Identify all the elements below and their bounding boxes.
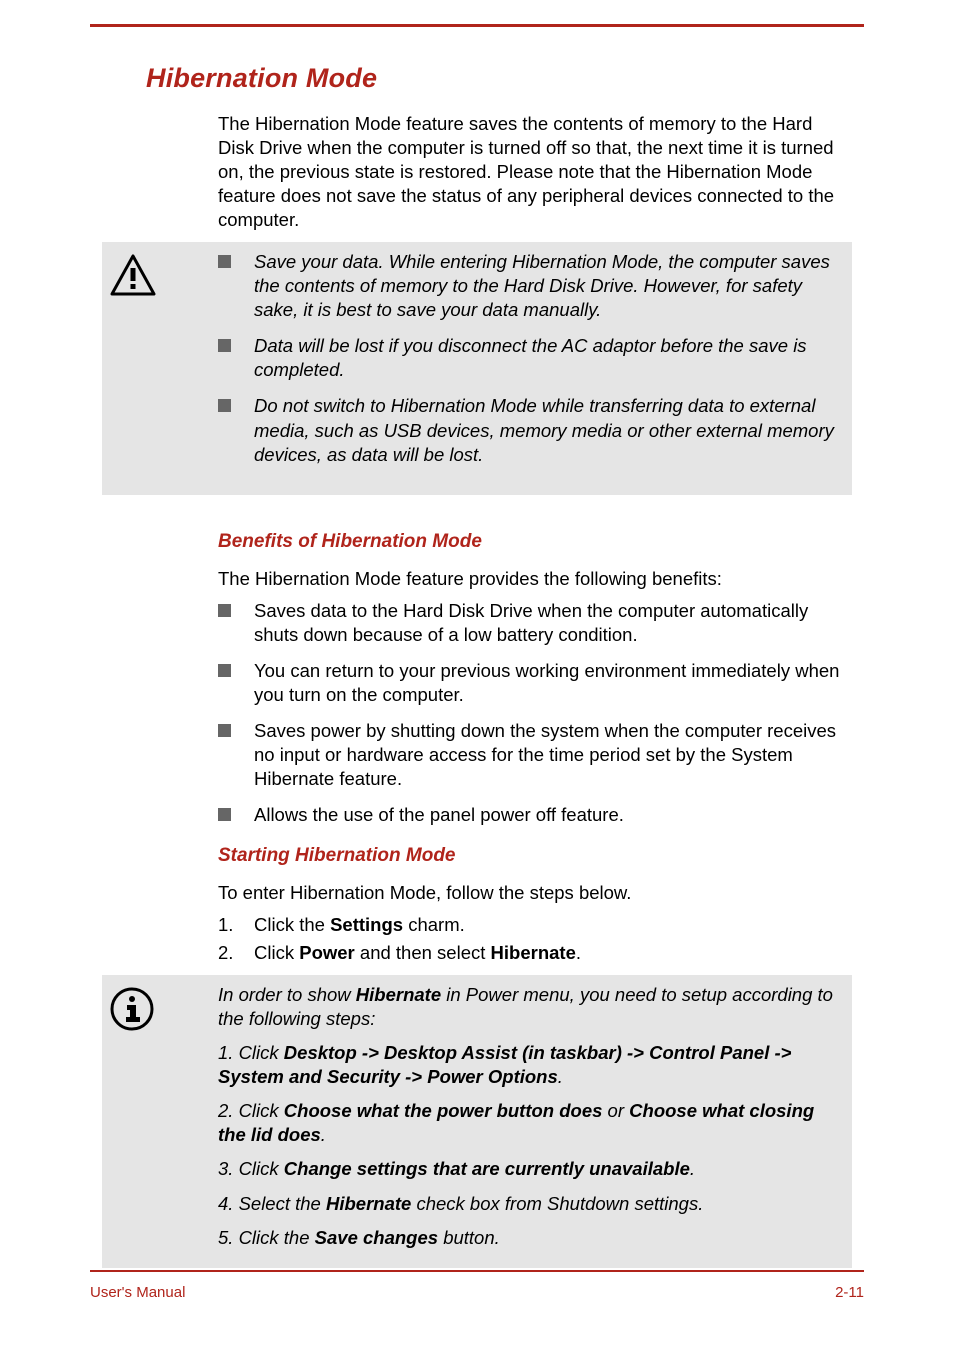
step-text-bold: Settings [330, 914, 403, 935]
s2-pre: 2. Click [218, 1100, 284, 1121]
benefits-list: Saves data to the Hard Disk Drive when t… [218, 599, 852, 827]
warning-callout: Save your data. While entering Hibernati… [102, 242, 852, 494]
benefits-intro: The Hibernation Mode feature provides th… [218, 567, 852, 591]
step-text-post: charm. [403, 914, 465, 935]
step-text-post: . [576, 942, 581, 963]
list-item: Allows the use of the panel power off fe… [218, 803, 852, 827]
step-text-bold: Power [299, 942, 355, 963]
page-title: Hibernation Mode [146, 63, 852, 94]
info-body: In order to show Hibernate in Power menu… [218, 983, 836, 1251]
page-content: Hibernation Mode The Hibernation Mode fe… [0, 27, 954, 1268]
info-step-2: 2. Click Choose what the power button do… [218, 1099, 836, 1147]
s2-mid: or [602, 1100, 629, 1121]
info-lead: In order to show Hibernate in Power menu… [218, 983, 836, 1031]
s3-bold: Change settings that are currently unava… [284, 1158, 690, 1179]
list-item: You can return to your previous working … [218, 659, 852, 707]
s1-post: . [558, 1066, 563, 1087]
s4-post: check box from Shutdown settings. [411, 1193, 703, 1214]
step-num: 2. [218, 941, 233, 965]
s2-bold1: Choose what the power button does [284, 1100, 603, 1121]
step-1: 1. Click the Settings charm. [218, 913, 852, 937]
s4-bold: Hibernate [326, 1193, 411, 1214]
step-text-pre: Click [254, 942, 299, 963]
starting-title: Starting Hibernation Mode [218, 845, 852, 867]
info-step-1: 1. Click Desktop -> Desktop Assist (in t… [218, 1041, 836, 1089]
warning-icon [110, 254, 156, 296]
list-item: Saves data to the Hard Disk Drive when t… [218, 599, 852, 647]
info-step-5: 5. Click the Save changes button. [218, 1226, 836, 1250]
warning-icon-col [102, 250, 218, 296]
info-callout: In order to show Hibernate in Power menu… [102, 975, 852, 1267]
starting-intro: To enter Hibernation Mode, follow the st… [218, 881, 852, 905]
info-step-3: 3. Click Change settings that are curren… [218, 1157, 836, 1181]
s5-post: button. [438, 1227, 500, 1248]
footer-row: User's Manual 2-11 [90, 1284, 864, 1301]
benefits-block: Benefits of Hibernation Mode The Hiberna… [218, 531, 852, 966]
info-icon-col [102, 983, 218, 1031]
footer-left: User's Manual [90, 1284, 185, 1301]
list-item: Saves power by shutting down the system … [218, 719, 852, 791]
info-lead-pre: In order to show [218, 984, 356, 1005]
info-icon [110, 987, 154, 1031]
intro-text: The Hibernation Mode feature saves the c… [218, 112, 852, 232]
list-item: Save your data. While entering Hibernati… [218, 250, 836, 322]
list-item: Data will be lost if you disconnect the … [218, 334, 836, 382]
s3-post: . [690, 1158, 695, 1179]
s3-pre: 3. Click [218, 1158, 284, 1179]
s2-post: . [321, 1124, 326, 1145]
step-2: 2. Click Power and then select Hibernate… [218, 941, 852, 965]
step-num: 1. [218, 913, 233, 937]
s5-bold: Save changes [315, 1227, 438, 1248]
warning-list: Save your data. While entering Hibernati… [218, 250, 836, 466]
info-lead-bold: Hibernate [356, 984, 441, 1005]
list-item: Do not switch to Hibernation Mode while … [218, 394, 836, 466]
info-step-4: 4. Select the Hibernate check box from S… [218, 1192, 836, 1216]
step-text-mid: and then select [355, 942, 491, 963]
s4-pre: 4. Select the [218, 1193, 326, 1214]
footer-right: 2-11 [835, 1284, 864, 1301]
s5-pre: 5. Click the [218, 1227, 315, 1248]
s1-pre: 1. Click [218, 1042, 284, 1063]
step-text-bold2: Hibernate [491, 942, 576, 963]
footer-rule [90, 1270, 864, 1272]
footer: User's Manual 2-11 [0, 1270, 954, 1301]
benefits-title: Benefits of Hibernation Mode [218, 531, 852, 553]
intro-block: The Hibernation Mode feature saves the c… [218, 112, 852, 232]
s1-bold: Desktop -> Desktop Assist (in taskbar) -… [218, 1042, 791, 1087]
step-text-pre: Click the [254, 914, 330, 935]
starting-steps: 1. Click the Settings charm. 2. Click Po… [218, 913, 852, 965]
warning-body: Save your data. While entering Hibernati… [218, 250, 836, 478]
